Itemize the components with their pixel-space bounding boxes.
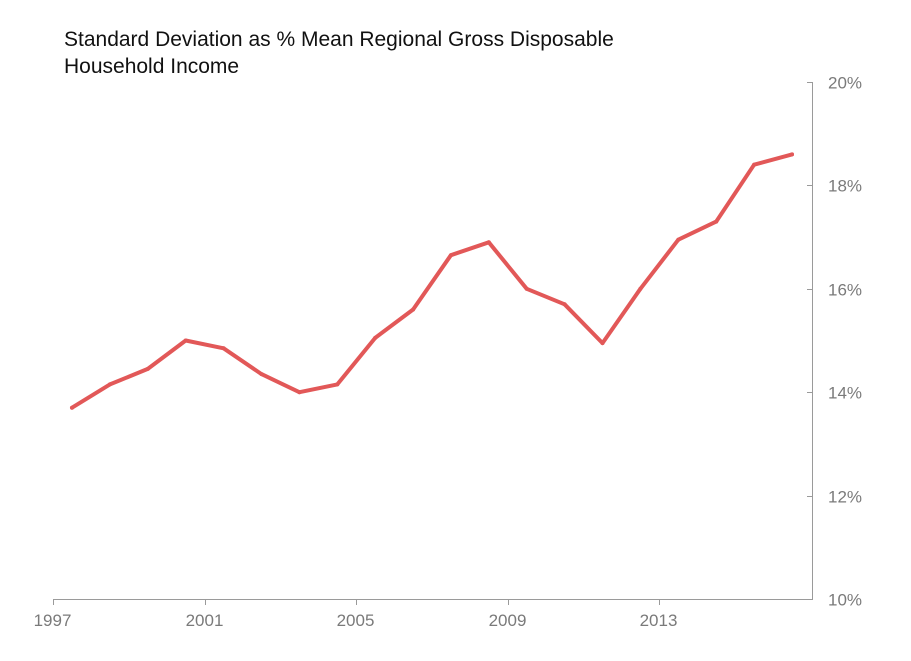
data-point bbox=[259, 372, 264, 377]
x-tick-label: 2013 bbox=[640, 611, 678, 630]
data-point bbox=[335, 382, 340, 387]
x-tick-label: 1997 bbox=[34, 611, 72, 630]
series-layer bbox=[70, 152, 794, 410]
chart-title-line-2: Household Income bbox=[64, 55, 240, 78]
data-point bbox=[562, 302, 567, 307]
series-line-0 bbox=[70, 152, 794, 410]
data-point bbox=[70, 405, 74, 410]
y-tick-label: 18% bbox=[828, 177, 862, 196]
chart-title-line-1: Standard Deviation as % Mean Regional Gr… bbox=[64, 28, 614, 51]
data-point bbox=[183, 338, 188, 343]
data-point bbox=[600, 341, 605, 346]
x-tick-label: 2005 bbox=[337, 611, 375, 630]
data-point bbox=[752, 162, 757, 167]
data-point bbox=[676, 237, 681, 242]
x-axis: 1997 2001 2005 2009 2013 bbox=[34, 599, 812, 630]
data-point bbox=[486, 240, 491, 245]
data-point bbox=[638, 286, 643, 291]
x-tick-label: 2001 bbox=[186, 611, 224, 630]
y-tick-label: 12% bbox=[828, 488, 862, 507]
data-point bbox=[221, 346, 226, 351]
data-point bbox=[714, 219, 719, 224]
y-tick-label: 14% bbox=[828, 384, 862, 403]
data-point bbox=[107, 382, 112, 387]
data-point bbox=[145, 366, 150, 371]
chart-title: Standard Deviation as % Mean Regional Gr… bbox=[64, 26, 764, 80]
y-tick-label: 20% bbox=[828, 74, 862, 93]
data-point bbox=[524, 286, 529, 291]
y-tick-label: 10% bbox=[828, 591, 862, 610]
data-point bbox=[790, 152, 794, 157]
data-point bbox=[373, 335, 378, 340]
y-tick-label: 16% bbox=[828, 281, 862, 300]
data-point bbox=[411, 307, 416, 312]
data-point bbox=[448, 253, 453, 258]
y-axis: 10% 12% 14% 16% 18% 20% bbox=[807, 74, 862, 610]
x-tick-label: 2009 bbox=[489, 611, 527, 630]
data-point bbox=[297, 390, 302, 395]
